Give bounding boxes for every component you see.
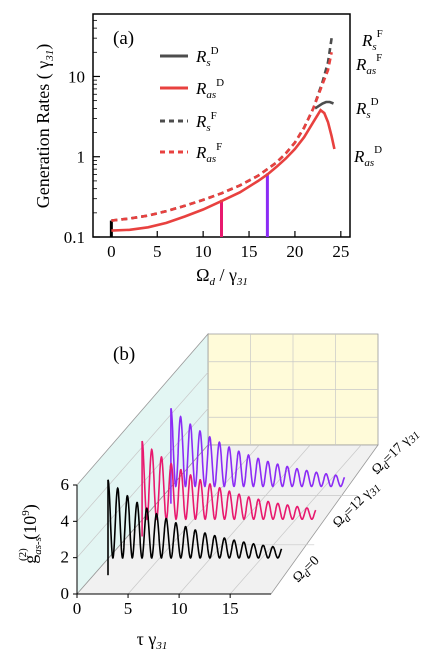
panel-b-ticks: 0 2 4 6 0 5 10 15 <box>61 475 271 618</box>
x-tick-label: 25 <box>332 242 349 261</box>
end-labels: RsF RasF RsD RasD <box>353 28 383 169</box>
z-axis-label: gas-s(2) (109) <box>17 504 44 564</box>
panel-a-label: (a) <box>113 28 134 49</box>
y-axis-label: Generation Rates ( γ31) <box>33 44 56 208</box>
series-line <box>111 52 333 222</box>
b-x-axis-label: τ γ31 <box>137 629 168 652</box>
tau-tick-label: 15 <box>222 599 239 618</box>
legend: RsD RasD RsF RasF <box>160 45 224 165</box>
x-tick-label: 10 <box>195 242 212 261</box>
legend-label-rasd: RasD <box>195 77 224 101</box>
x-tick-label: 20 <box>286 242 303 261</box>
x-tick-label: 5 <box>153 242 162 261</box>
grid-line <box>229 444 362 595</box>
x-tick-label: 0 <box>107 242 116 261</box>
panel-b-curves <box>107 408 346 576</box>
end-label-rsf: RsF <box>361 28 383 53</box>
series-line <box>111 108 336 232</box>
panel-b-label: (b) <box>113 344 135 365</box>
panel-a-ticks: 0 5 10 15 20 25 0.1 1 10 <box>64 13 349 261</box>
z-tick-label: 6 <box>61 475 70 494</box>
end-label-rasf: RasF <box>355 52 382 77</box>
tau-tick-label: 0 <box>73 599 82 618</box>
grid-line <box>127 444 260 595</box>
end-label-rsd: RsD <box>355 96 379 121</box>
legend-label-rsf: RsF <box>195 110 217 134</box>
panel-a-curves <box>109 38 336 237</box>
z-tick-label: 2 <box>61 548 70 567</box>
x-tick-label: 15 <box>241 242 258 261</box>
panel-a: 0 5 10 15 20 25 0.1 1 10 (a) RsD RasD RsF RasF R… <box>33 13 383 288</box>
end-label-rasd: RasD <box>353 144 382 169</box>
legend-label-rsd: RsD <box>195 45 219 69</box>
x-axis-label: Ωd / γ31 <box>196 265 248 288</box>
y-tick-label: 10 <box>68 67 85 86</box>
y-tick-label: 0.1 <box>64 228 85 247</box>
series-line <box>107 479 283 560</box>
series-line <box>314 100 334 110</box>
z-tick-label: 4 <box>61 511 70 530</box>
tau-tick-label: 5 <box>124 599 133 618</box>
series-line <box>141 440 317 521</box>
tau-tick-label: 10 <box>171 599 188 618</box>
legend-label-rasf: RasF <box>195 141 222 165</box>
z-tick-label: 0 <box>61 584 70 603</box>
y-tick-label: 1 <box>77 148 86 167</box>
series-line <box>170 408 346 488</box>
